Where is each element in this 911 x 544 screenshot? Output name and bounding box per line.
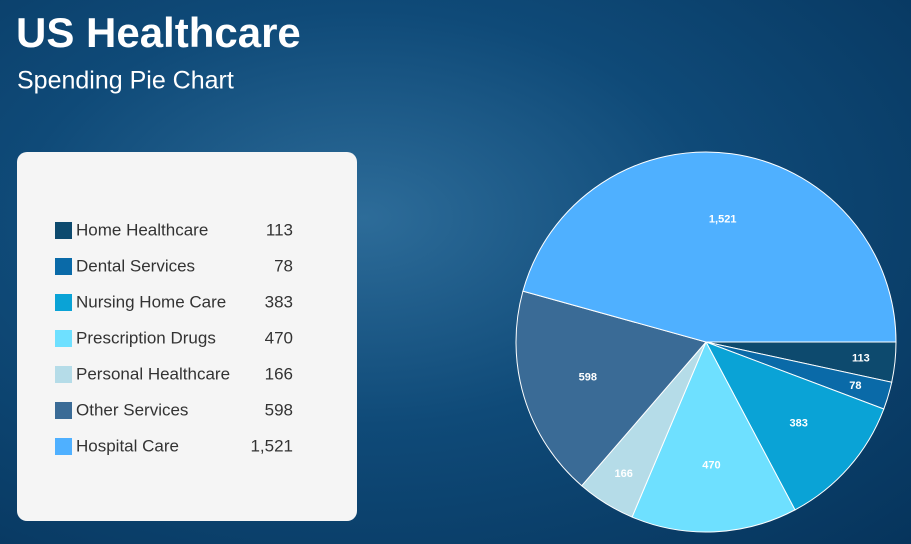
legend-swatch (55, 222, 72, 239)
legend-swatch (55, 402, 72, 419)
slice-label: 1,521 (709, 214, 737, 226)
pie-slice (704, 341, 885, 511)
pie-slice (522, 151, 897, 343)
slice-label: 383 (790, 418, 808, 430)
legend-value: 598 (265, 400, 293, 419)
legend-label: Hospital Care (76, 436, 179, 455)
pie-slice (515, 290, 707, 487)
slice-label: 470 (702, 459, 720, 471)
legend-panel (17, 152, 357, 521)
legend-value: 166 (265, 364, 293, 383)
legend-value: 113 (266, 220, 293, 239)
legend-label: Home Healthcare (76, 220, 208, 239)
legend-label: Prescription Drugs (76, 328, 216, 347)
legend-value: 470 (265, 328, 293, 347)
legend-value: 78 (274, 256, 293, 275)
legend-swatch (55, 294, 72, 311)
legend-label: Other Services (76, 400, 188, 419)
pie-slice (631, 340, 796, 533)
legend-swatch (55, 330, 72, 347)
legend-value: 1,521 (250, 436, 293, 455)
legend-value: 383 (265, 292, 293, 311)
legend-label: Dental Services (76, 256, 195, 275)
chart-subtitle: Spending Pie Chart (17, 67, 234, 95)
legend-swatch (55, 438, 72, 455)
legend-label: Personal Healthcare (76, 364, 230, 383)
legend-label: Nursing Home Care (76, 292, 226, 311)
slice-label: 598 (579, 372, 597, 384)
chart-title: US Healthcare (16, 9, 301, 56)
slice-label: 166 (615, 468, 633, 480)
slice-label: 78 (849, 380, 861, 392)
legend-swatch (55, 366, 72, 383)
slice-label: 113 (852, 352, 870, 364)
legend-swatch (55, 258, 72, 275)
